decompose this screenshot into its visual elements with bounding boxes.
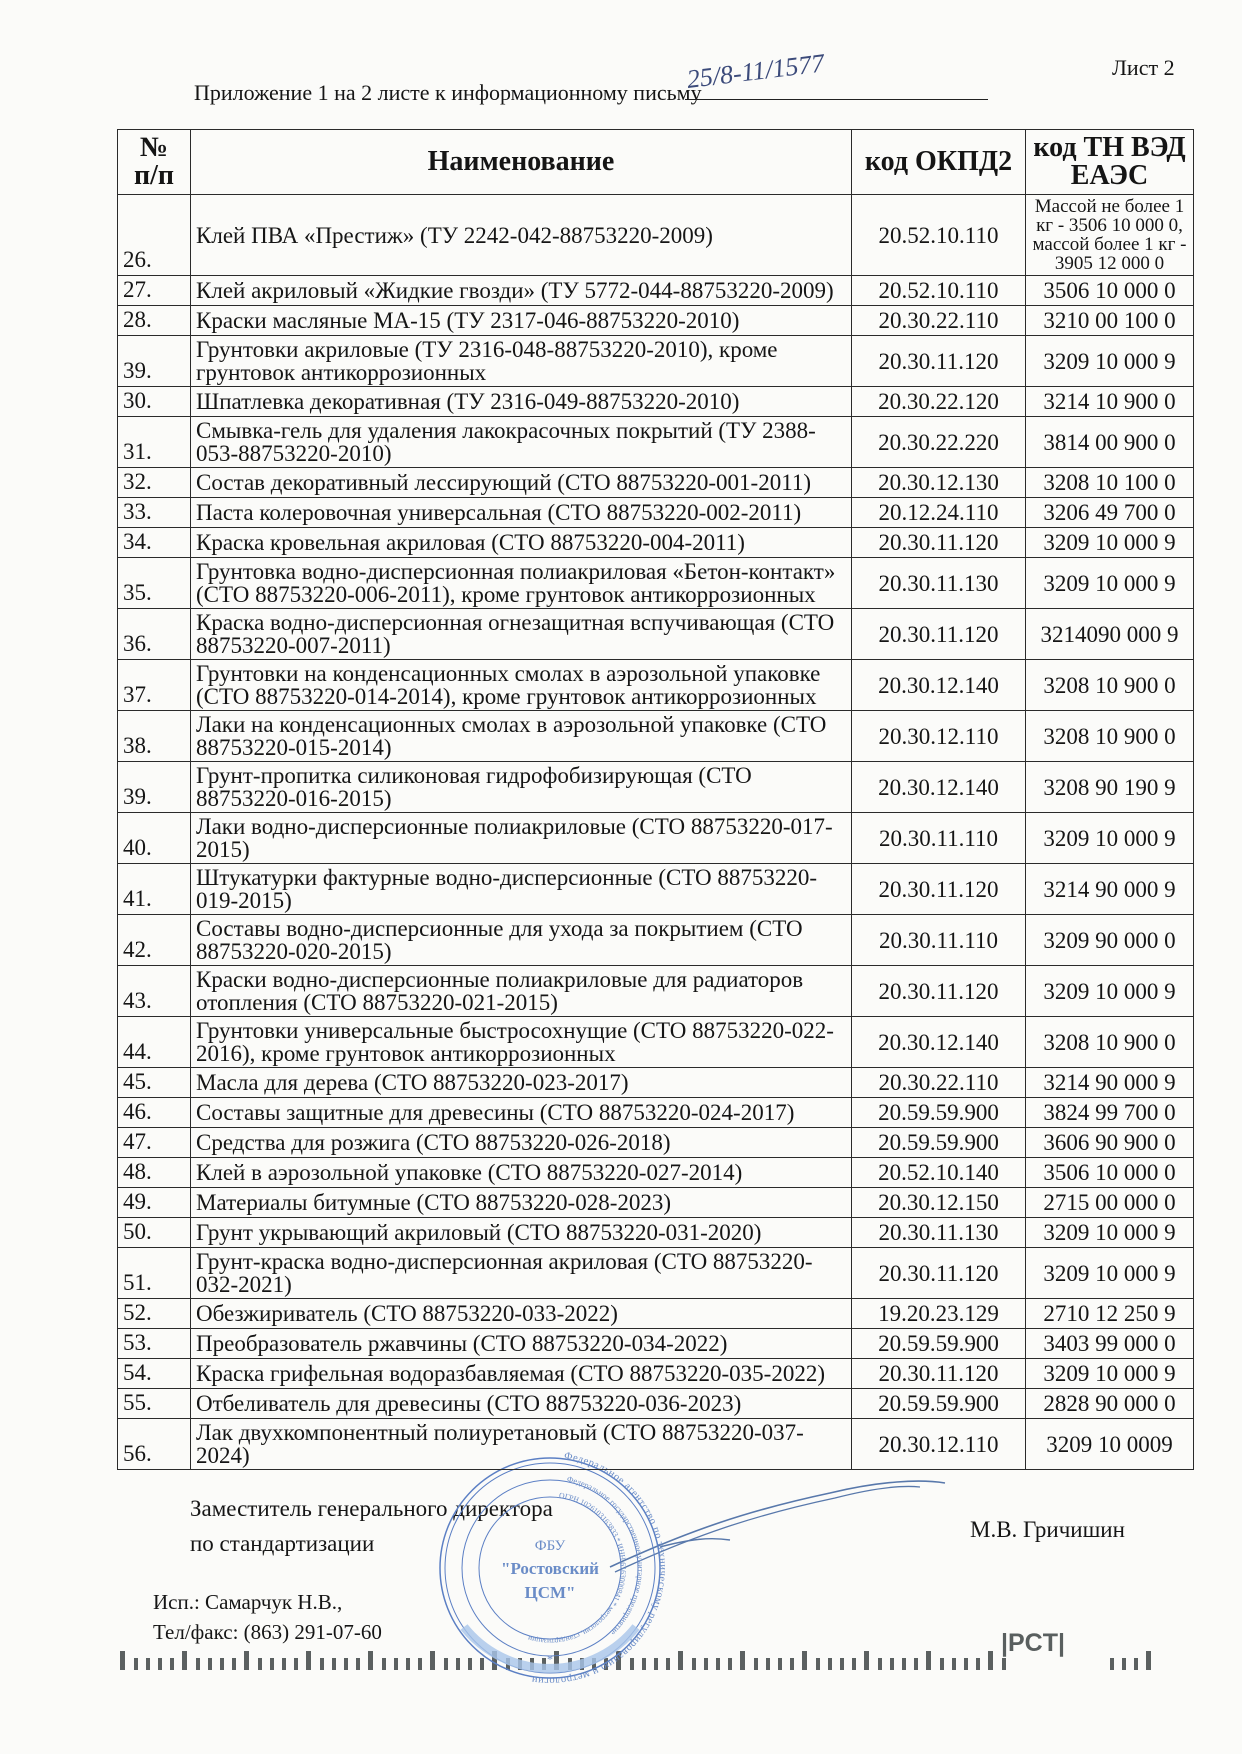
svg-text:ФБУ: ФБУ	[535, 1538, 566, 1554]
svg-text:*: *	[547, 1652, 553, 1666]
svg-text:25/8-11/1577: 25/8-11/1577	[685, 48, 827, 94]
svg-text:"Ростовский: "Ростовский	[501, 1559, 599, 1578]
svg-text:ЦСМ": ЦСМ"	[525, 1583, 576, 1602]
